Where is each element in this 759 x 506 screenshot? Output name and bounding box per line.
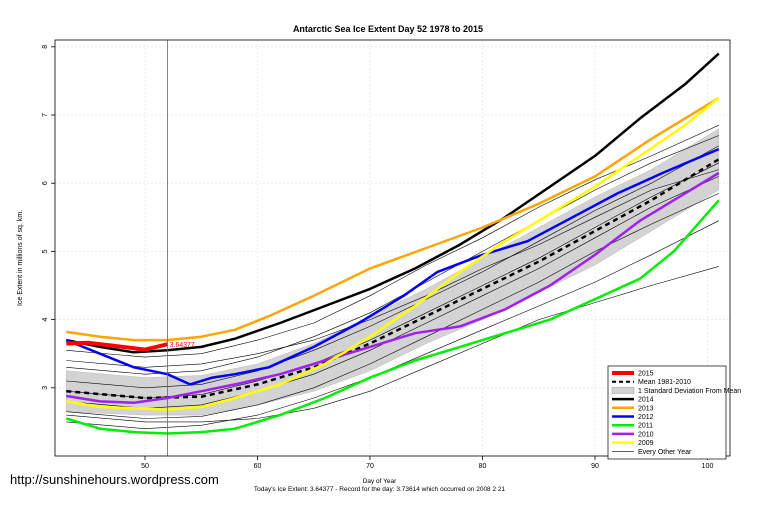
other-year-line [66, 162, 719, 399]
series-line-2010 [66, 171, 720, 405]
legend-label: 2010 [638, 431, 654, 438]
other-year-line [66, 169, 719, 368]
legend-label: 2011 [638, 423, 653, 430]
plot-frame [54, 39, 731, 457]
y-tick-label: 3 [42, 386, 49, 390]
x-tick-label: 60 [254, 463, 262, 470]
legend-label: 2015 [638, 371, 654, 378]
legend-label: Mean 1981-2010 [638, 379, 691, 386]
y-tick-label: 4 [42, 318, 49, 322]
series-line-2012 [65, 147, 720, 386]
legend-label: 1 Standard Deviation From Mean [638, 388, 741, 395]
series-line-2013 [66, 96, 720, 342]
other-year-line [66, 124, 719, 358]
y-tick-label: 5 [42, 249, 49, 253]
series-line-2014 [66, 52, 720, 354]
series-line-2015 [66, 340, 168, 352]
footer-ice-extent-note: Today's Ice Extent: 3.64377 - Record for… [253, 486, 506, 493]
legend-swatch [611, 387, 635, 394]
series-line-2009 [66, 97, 720, 411]
other-year-line [66, 266, 719, 423]
legend-label: 2013 [638, 405, 654, 412]
series-line-2011 [65, 199, 720, 435]
chart-title: Antarctic Sea Ice Extent Day 52 1978 to … [293, 24, 483, 34]
y-tick-label: 7 [42, 113, 49, 117]
x-tick-label: 50 [141, 463, 149, 470]
current-value-label: 3.64377 [170, 342, 195, 349]
x-axis-label: Day of Year [362, 478, 397, 485]
other-year-line [66, 176, 719, 409]
other-year-line [66, 135, 719, 375]
x-tick-label: 100 [702, 463, 714, 470]
mean-line [66, 158, 720, 400]
x-tick-label: 90 [591, 463, 599, 470]
y-tick-label: 6 [42, 181, 49, 185]
legend-label: 2014 [638, 397, 654, 404]
y-tick-label: 8 [42, 45, 49, 49]
legend-label: Every Other Year [638, 449, 692, 456]
legend-label: 2009 [638, 440, 654, 447]
legend-label: 2012 [638, 414, 654, 421]
x-tick-label: 70 [366, 463, 374, 470]
source-url[interactable]: http://sunshinehours.wordpress.com [10, 472, 219, 487]
x-tick-label: 80 [479, 463, 487, 470]
y-axis-label: Ice Extent in millions of sq. km. [17, 210, 24, 306]
